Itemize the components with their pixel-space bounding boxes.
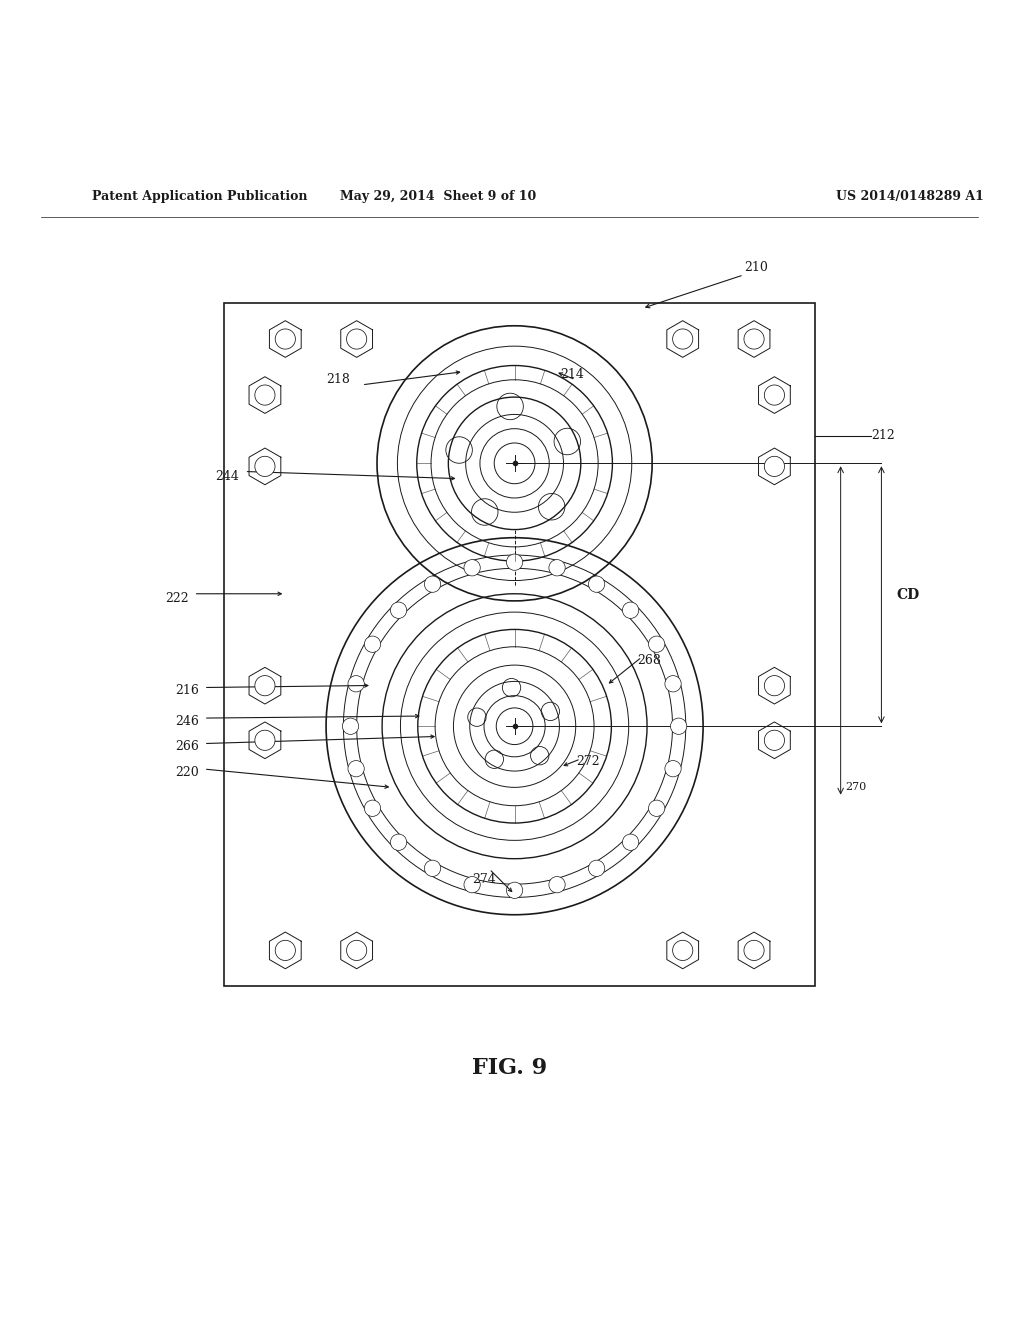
- Text: FIG. 9: FIG. 9: [472, 1056, 547, 1078]
- Text: 216: 216: [175, 684, 199, 697]
- Text: 212: 212: [871, 429, 895, 442]
- Text: 266: 266: [175, 741, 199, 754]
- Circle shape: [464, 876, 480, 892]
- Circle shape: [365, 636, 381, 652]
- Circle shape: [673, 940, 693, 961]
- Text: 270: 270: [846, 783, 867, 792]
- Text: 274: 274: [472, 873, 496, 886]
- Circle shape: [764, 730, 784, 750]
- Circle shape: [744, 940, 764, 961]
- Circle shape: [275, 940, 295, 961]
- Circle shape: [589, 861, 605, 876]
- Circle shape: [255, 730, 275, 750]
- Circle shape: [673, 329, 693, 348]
- FancyBboxPatch shape: [224, 304, 815, 986]
- Circle shape: [665, 760, 681, 777]
- Circle shape: [390, 834, 407, 850]
- Circle shape: [348, 760, 365, 777]
- Text: 268: 268: [637, 653, 660, 667]
- Circle shape: [623, 602, 639, 618]
- Circle shape: [549, 876, 565, 892]
- Circle shape: [507, 882, 522, 899]
- Text: CD: CD: [897, 587, 920, 602]
- Circle shape: [365, 800, 381, 816]
- Text: US 2014/0148289 A1: US 2014/0148289 A1: [836, 190, 983, 203]
- Text: 220: 220: [175, 766, 199, 779]
- Circle shape: [764, 385, 784, 405]
- Circle shape: [764, 457, 784, 477]
- Circle shape: [346, 940, 367, 961]
- Circle shape: [623, 834, 639, 850]
- Circle shape: [275, 329, 295, 348]
- Circle shape: [744, 329, 764, 348]
- Text: 210: 210: [743, 261, 768, 275]
- Circle shape: [342, 718, 358, 734]
- Circle shape: [648, 636, 665, 652]
- Circle shape: [424, 861, 440, 876]
- Text: 272: 272: [575, 755, 599, 768]
- Circle shape: [255, 457, 275, 477]
- Text: Patent Application Publication: Patent Application Publication: [92, 190, 307, 203]
- Circle shape: [665, 676, 681, 692]
- Circle shape: [764, 676, 784, 696]
- Text: 218: 218: [326, 374, 350, 387]
- Circle shape: [255, 385, 275, 405]
- Circle shape: [589, 576, 605, 593]
- Circle shape: [390, 602, 407, 618]
- Text: 214: 214: [560, 368, 585, 381]
- Circle shape: [549, 560, 565, 576]
- Circle shape: [424, 576, 440, 593]
- Text: 222: 222: [165, 593, 188, 606]
- Circle shape: [348, 676, 365, 692]
- Circle shape: [648, 800, 665, 816]
- Circle shape: [346, 329, 367, 348]
- Circle shape: [255, 676, 275, 696]
- Circle shape: [507, 554, 522, 570]
- Circle shape: [671, 718, 687, 734]
- Text: May 29, 2014  Sheet 9 of 10: May 29, 2014 Sheet 9 of 10: [340, 190, 537, 203]
- Text: 244: 244: [216, 470, 240, 483]
- Circle shape: [464, 560, 480, 576]
- Text: 246: 246: [175, 714, 199, 727]
